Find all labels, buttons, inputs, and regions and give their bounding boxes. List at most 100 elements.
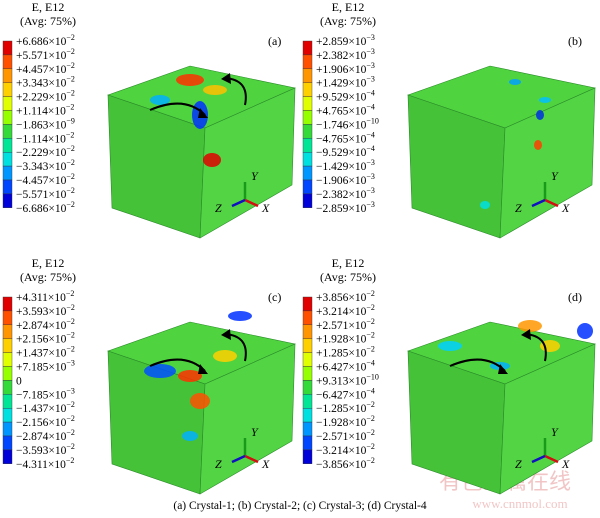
panel-label: (a) (268, 34, 281, 48)
legend-label: −5.571×10−2 (16, 186, 75, 201)
contour-patch (213, 350, 237, 362)
legend-label: +5.571×10−2 (16, 47, 75, 62)
arrow-head (221, 73, 231, 84)
contour-patch (203, 85, 227, 95)
legend-swatch (302, 324, 313, 339)
legend-label: −1.285×10−2 (316, 400, 375, 415)
triad-z (531, 454, 546, 464)
legend-swatch (302, 193, 313, 208)
legend-label: +3.343×10−2 (16, 75, 75, 90)
legend-label: +4.457×10−2 (16, 61, 75, 76)
legend-label: +1.285×10−2 (316, 345, 375, 360)
triad-z (231, 454, 246, 464)
legend-swatch (302, 449, 313, 464)
legend-swatch (302, 138, 313, 153)
legend-swatch (2, 110, 13, 125)
legend-swatch (2, 421, 13, 437)
legend-label: +7.185×10−3 (16, 359, 75, 374)
legend-swatch (302, 352, 313, 367)
axis-label-z: Z (215, 457, 222, 471)
legend-swatch (2, 338, 13, 353)
legend-label: +1.437×10−2 (16, 345, 75, 360)
legend-label: +3.214×10−2 (316, 303, 375, 318)
legend-label: −7.185×10−3 (16, 386, 75, 401)
legend-swatch (2, 435, 13, 451)
arrow-head (198, 108, 208, 118)
legend-swatch (302, 165, 313, 181)
legend-label: 0 (16, 375, 22, 387)
caption: (a) Crystal-1; (b) Crystal-2; (c) Crysta… (173, 500, 427, 512)
legend-swatch (302, 82, 313, 97)
contour-patch (438, 341, 462, 351)
legend-label: +2.156×10−2 (16, 331, 75, 346)
legend-label: −1.437×10−2 (16, 400, 75, 415)
legend-label: −9.529×10−4 (316, 144, 375, 159)
legend-swatch (2, 151, 13, 167)
contour-patch (182, 431, 198, 441)
axis-label-y: Y (551, 169, 559, 183)
legend-title: E, E12 (332, 256, 365, 270)
axis-label-x: X (261, 457, 270, 471)
contour-patch (176, 74, 204, 86)
legend-swatch (302, 296, 313, 312)
contour-patch (480, 201, 490, 209)
legend-label: −2.874×10−2 (16, 428, 75, 443)
contour-patch (228, 311, 252, 321)
legend-swatch (2, 96, 13, 111)
legend-subtitle: (Avg: 75%) (20, 14, 76, 28)
legend-swatch (302, 407, 313, 423)
axis-label-z: Z (515, 457, 522, 471)
axis-label-y: Y (251, 169, 259, 183)
legend-swatch (302, 310, 313, 326)
panel-label: (b) (568, 34, 582, 48)
arrow-head (221, 329, 231, 340)
legend-swatch (2, 352, 13, 367)
legend-label: +6.427×10−4 (316, 359, 375, 374)
legend-label: −1.906×10−3 (316, 172, 375, 187)
legend-swatch (2, 394, 13, 409)
legend-label: +2.859×10−3 (316, 33, 375, 48)
contour-patch (534, 140, 542, 150)
legend-swatch (302, 40, 313, 56)
legend-label: −4.311×10−2 (16, 456, 74, 471)
legend-label: +2.229×10−2 (16, 89, 75, 104)
contour-patch (577, 323, 593, 339)
legend-label: −6.686×10−2 (16, 200, 75, 215)
triad-x (544, 454, 559, 464)
watermark-url: www.cnnmol.com (472, 496, 567, 511)
contour-patch (536, 110, 544, 120)
axis-label-x: X (561, 201, 570, 215)
legend-swatch (302, 151, 313, 167)
legend-label: −3.214×10−2 (316, 442, 375, 457)
axis-label-z: Z (515, 201, 522, 215)
specimen (407, 320, 596, 495)
contour-patch (203, 153, 221, 167)
legend-label: −1.928×10−2 (316, 414, 375, 429)
legend-title: E, E12 (32, 256, 65, 270)
legend-label: +3.856×10−2 (316, 289, 375, 304)
legend-swatch (302, 366, 313, 381)
legend-swatch (2, 449, 13, 464)
legend-swatch (2, 40, 13, 56)
contour-patch (190, 393, 210, 409)
specimen (107, 311, 296, 495)
legend-label: +9.313×10−10 (316, 372, 379, 387)
legend-swatch (2, 54, 13, 70)
contour-patch (144, 364, 176, 378)
arrow-head (198, 364, 208, 374)
legend-label: +2.874×10−2 (16, 317, 75, 332)
legend-swatch (302, 54, 313, 70)
legend-label: +1.114×10−2 (16, 103, 74, 118)
legend-swatch (302, 179, 313, 195)
legend-label: −4.765×10−4 (316, 130, 375, 145)
legend-swatch (302, 421, 313, 437)
legend-label: −2.229×10−2 (16, 144, 75, 159)
axis-label-y: Y (551, 425, 559, 439)
legend-swatch (302, 96, 313, 111)
legend-label: −1.429×10−3 (316, 158, 375, 173)
triad-z (531, 198, 546, 208)
legend-swatch (302, 110, 313, 125)
triad-x (244, 454, 259, 464)
side-face (499, 343, 596, 495)
legend-label: −1.746×10−10 (316, 116, 379, 131)
